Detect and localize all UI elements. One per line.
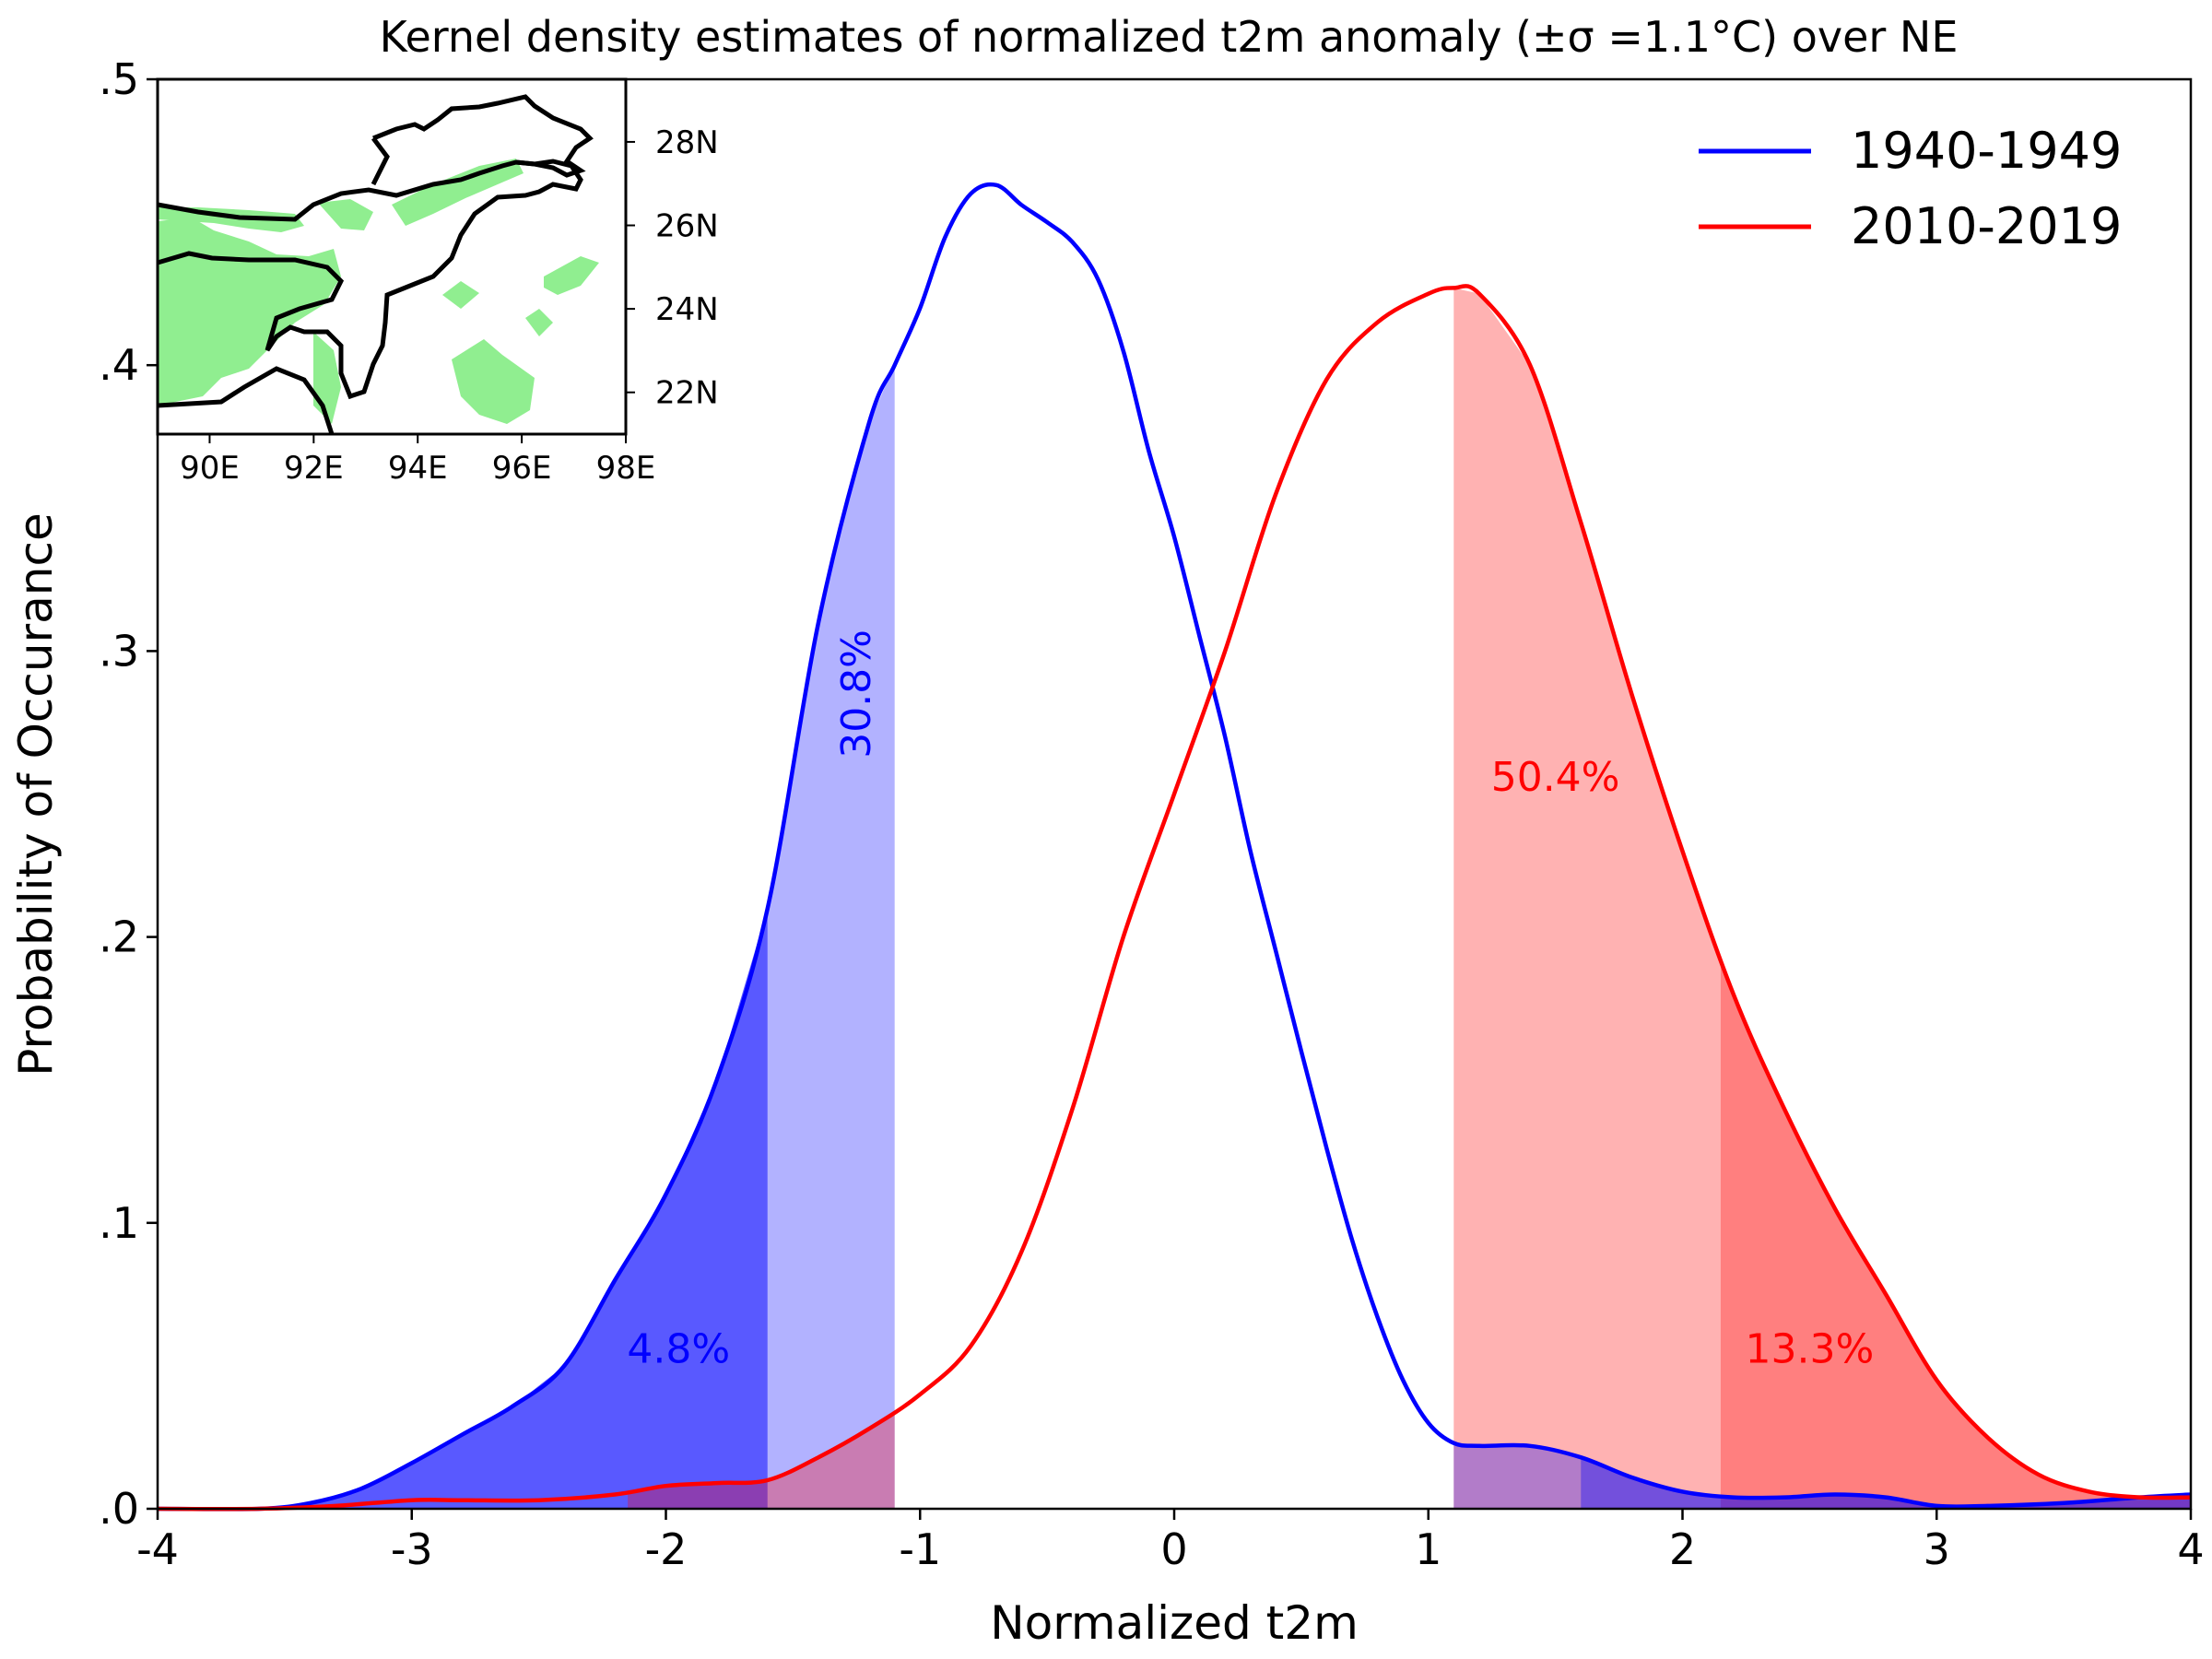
x-tick-label: 0 — [1160, 1524, 1187, 1574]
inset-y-tick-label: 28N — [655, 124, 719, 161]
legend-label-2010-2019: 2010-2019 — [1851, 197, 2122, 255]
inset-boundary-bangladesh — [157, 366, 335, 435]
x-tick-label: -1 — [899, 1524, 941, 1574]
chart-title: Kernel density estimates of normalized t… — [380, 12, 1959, 62]
x-axis-ticks: -4 -3 -2 -1 0 1 2 3 4 — [136, 1509, 2205, 1574]
inset-y-tick-label: 26N — [655, 208, 719, 245]
inset-boundary-mid — [371, 136, 390, 186]
inset-x-tick-label: 94E — [388, 450, 448, 487]
inset-map: 90E 92E 94E 96E 98E 28N 26N 24N 22N — [156, 77, 719, 487]
percentage-annotations: 4.8% 30.8% 50.4% 13.3% — [627, 629, 1874, 1372]
x-tick-label: 3 — [1924, 1524, 1950, 1574]
x-axis-label: Normalized t2m — [990, 1596, 1359, 1650]
shaded-region-1 — [158, 908, 768, 1509]
curve-1940-1949 — [157, 182, 2192, 1512]
inset-boundaries — [157, 94, 594, 435]
inset-y-ticks: 28N 26N 24N 22N — [626, 124, 719, 412]
inset-x-ticks: 90E 92E 94E 96E 98E — [180, 434, 655, 487]
inset-region-east-bits — [442, 281, 479, 309]
inset-boundary-main — [157, 159, 583, 400]
x-tick-label: -4 — [136, 1524, 179, 1574]
inset-region-east-strip — [544, 256, 599, 295]
inset-green-regions — [158, 159, 599, 424]
y-tick-label: .3 — [99, 626, 139, 676]
x-tick-label: -2 — [645, 1524, 688, 1574]
inset-region-west — [158, 218, 341, 406]
curve-2010-2019 — [157, 284, 2192, 1512]
annotation-3: 50.4% — [1491, 754, 1620, 801]
inset-x-tick-label: 90E — [180, 450, 240, 487]
inset-region-center — [318, 199, 373, 230]
inset-frame — [156, 77, 628, 436]
inset-x-tick-label: 96E — [492, 450, 552, 487]
density-curves — [157, 182, 2192, 1512]
x-tick-label: 1 — [1415, 1524, 1441, 1574]
inset-region-south-east — [452, 339, 535, 424]
inset-region-small-east — [525, 309, 553, 336]
inset-boundary-north — [372, 94, 594, 178]
annotation-2: 30.8% — [833, 629, 880, 759]
shaded-region-6 — [1453, 1442, 1582, 1509]
inset-x-tick-label: 92E — [284, 450, 344, 487]
legend: 1940-1949 2010-2019 — [1699, 122, 2122, 255]
y-tick-label: .4 — [99, 340, 139, 390]
y-tick-label: .0 — [99, 1484, 139, 1534]
annotation-4: 13.3% — [1746, 1325, 1875, 1372]
y-tick-label: .5 — [99, 54, 139, 104]
y-tick-label: .1 — [99, 1198, 139, 1248]
y-axis-ticks: .0 .1 .2 .3 .4 .5 — [99, 54, 158, 1534]
inset-y-tick-label: 24N — [655, 291, 719, 328]
legend-label-1940-1949: 1940-1949 — [1851, 122, 2122, 180]
y-tick-label: .2 — [99, 912, 139, 962]
shaded-regions — [158, 288, 2191, 1510]
annotation-1: 4.8% — [627, 1325, 730, 1372]
x-tick-label: 2 — [1669, 1524, 1696, 1574]
inset-region-north-band — [392, 159, 524, 226]
y-axis-label: Probability of Occurance — [9, 512, 63, 1076]
x-tick-label: 4 — [2177, 1524, 2204, 1574]
x-tick-label: -3 — [391, 1524, 433, 1574]
shaded-region-4 — [1720, 958, 2191, 1509]
shaded-region-2 — [767, 365, 895, 1510]
shaded-region-3 — [1453, 288, 1721, 1509]
plot-area: 4.8% 30.8% 50.4% 13.3% — [156, 77, 2193, 1512]
inset-x-tick-label: 98E — [596, 450, 656, 487]
inset-y-tick-label: 22N — [655, 375, 719, 412]
